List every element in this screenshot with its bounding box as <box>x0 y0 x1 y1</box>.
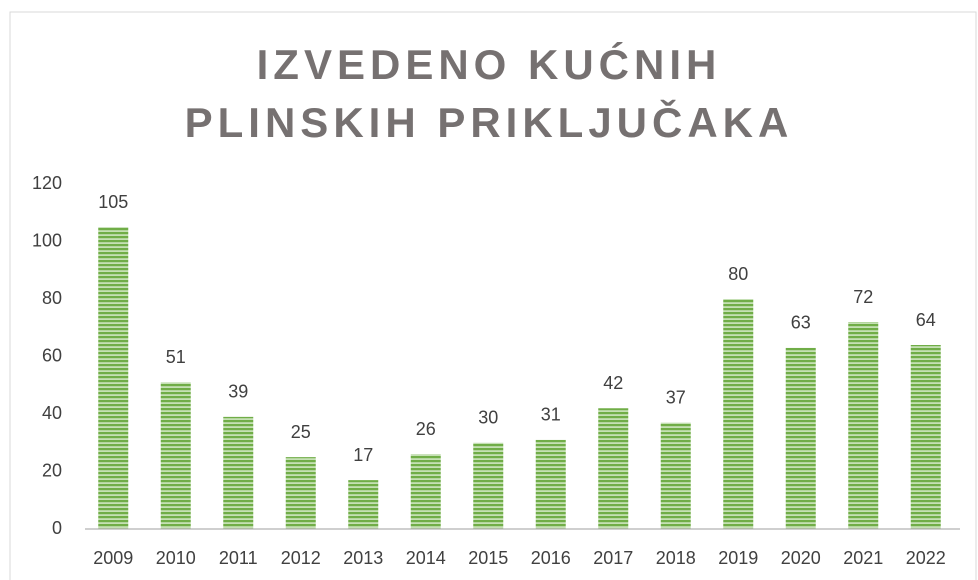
x-tick-label: 2010 <box>156 548 196 568</box>
data-label: 105 <box>98 192 128 212</box>
x-tick-label: 2020 <box>781 548 821 568</box>
bar <box>410 454 441 529</box>
data-label: 42 <box>603 373 623 393</box>
data-label: 51 <box>166 347 186 367</box>
y-tick-label: 120 <box>32 173 62 193</box>
bar <box>660 422 691 529</box>
chart-border <box>9 11 977 580</box>
bar <box>785 347 816 529</box>
bar <box>910 345 941 529</box>
chart-title: IZVEDENO KUĆNIH PLINSKIH PRIKLJUČAKA <box>184 41 794 146</box>
data-label: 17 <box>353 445 373 465</box>
bar <box>160 382 191 529</box>
x-tick-label: 2012 <box>281 548 321 568</box>
x-tick-label: 2013 <box>343 548 383 568</box>
y-tick-label: 60 <box>42 345 62 365</box>
x-tick-label: 2009 <box>93 548 133 568</box>
data-label: 31 <box>541 405 561 425</box>
x-tick-label: 2015 <box>468 548 508 568</box>
bar <box>535 439 566 529</box>
y-tick-label: 80 <box>42 288 62 308</box>
x-tick-label: 2016 <box>531 548 571 568</box>
data-label: 39 <box>228 382 248 402</box>
bar <box>223 416 254 529</box>
data-label: 30 <box>478 408 498 428</box>
x-tick-label: 2021 <box>843 548 883 568</box>
x-tick-label: 2018 <box>656 548 696 568</box>
data-label: 64 <box>916 310 936 330</box>
bar <box>348 480 379 529</box>
bar <box>723 299 754 529</box>
x-tick-label: 2017 <box>593 548 633 568</box>
y-tick-label: 20 <box>42 460 62 480</box>
bar <box>848 322 879 529</box>
data-label: 72 <box>853 287 873 307</box>
bar <box>285 457 316 529</box>
x-tick-label: 2014 <box>406 548 446 568</box>
data-label: 37 <box>666 387 686 407</box>
y-tick-label: 100 <box>32 230 62 250</box>
data-label: 25 <box>291 422 311 442</box>
y-tick-label: 40 <box>42 403 62 423</box>
bar <box>473 442 504 529</box>
x-tick-label: 2019 <box>718 548 758 568</box>
bar <box>98 227 129 529</box>
data-label: 26 <box>416 419 436 439</box>
y-tick-label: 0 <box>52 518 62 538</box>
data-label: 63 <box>791 313 811 333</box>
x-tick-label: 2022 <box>906 548 946 568</box>
x-tick-label: 2011 <box>219 548 258 568</box>
data-label: 80 <box>728 264 748 284</box>
bar <box>598 408 629 529</box>
